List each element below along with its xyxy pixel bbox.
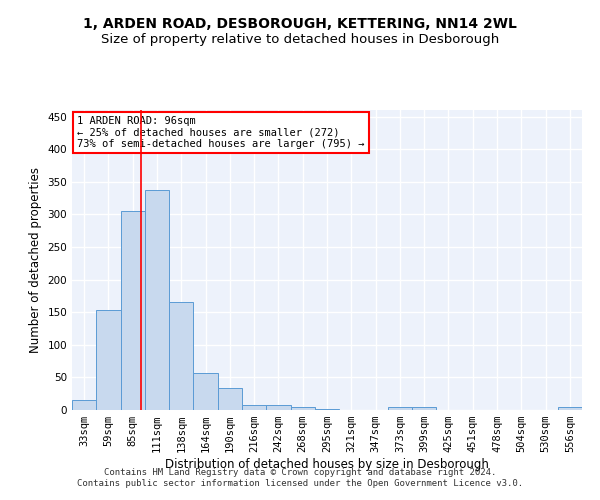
Bar xyxy=(558,408,582,410)
Text: 1 ARDEN ROAD: 96sqm
← 25% of detached houses are smaller (272)
73% of semi-detac: 1 ARDEN ROAD: 96sqm ← 25% of detached ho… xyxy=(77,116,365,149)
Bar xyxy=(412,408,436,410)
Y-axis label: Number of detached properties: Number of detached properties xyxy=(29,167,42,353)
Bar xyxy=(96,310,121,410)
Bar xyxy=(72,400,96,410)
Bar xyxy=(315,408,339,410)
Text: 1, ARDEN ROAD, DESBOROUGH, KETTERING, NN14 2WL: 1, ARDEN ROAD, DESBOROUGH, KETTERING, NN… xyxy=(83,18,517,32)
Bar xyxy=(218,388,242,410)
Bar xyxy=(242,405,266,410)
Text: Size of property relative to detached houses in Desborough: Size of property relative to detached ho… xyxy=(101,32,499,46)
X-axis label: Distribution of detached houses by size in Desborough: Distribution of detached houses by size … xyxy=(165,458,489,471)
Text: Contains HM Land Registry data © Crown copyright and database right 2024.
Contai: Contains HM Land Registry data © Crown c… xyxy=(77,468,523,487)
Bar xyxy=(145,190,169,410)
Bar xyxy=(193,373,218,410)
Bar xyxy=(169,302,193,410)
Bar xyxy=(388,408,412,410)
Bar xyxy=(266,406,290,410)
Bar xyxy=(121,211,145,410)
Bar xyxy=(290,406,315,410)
